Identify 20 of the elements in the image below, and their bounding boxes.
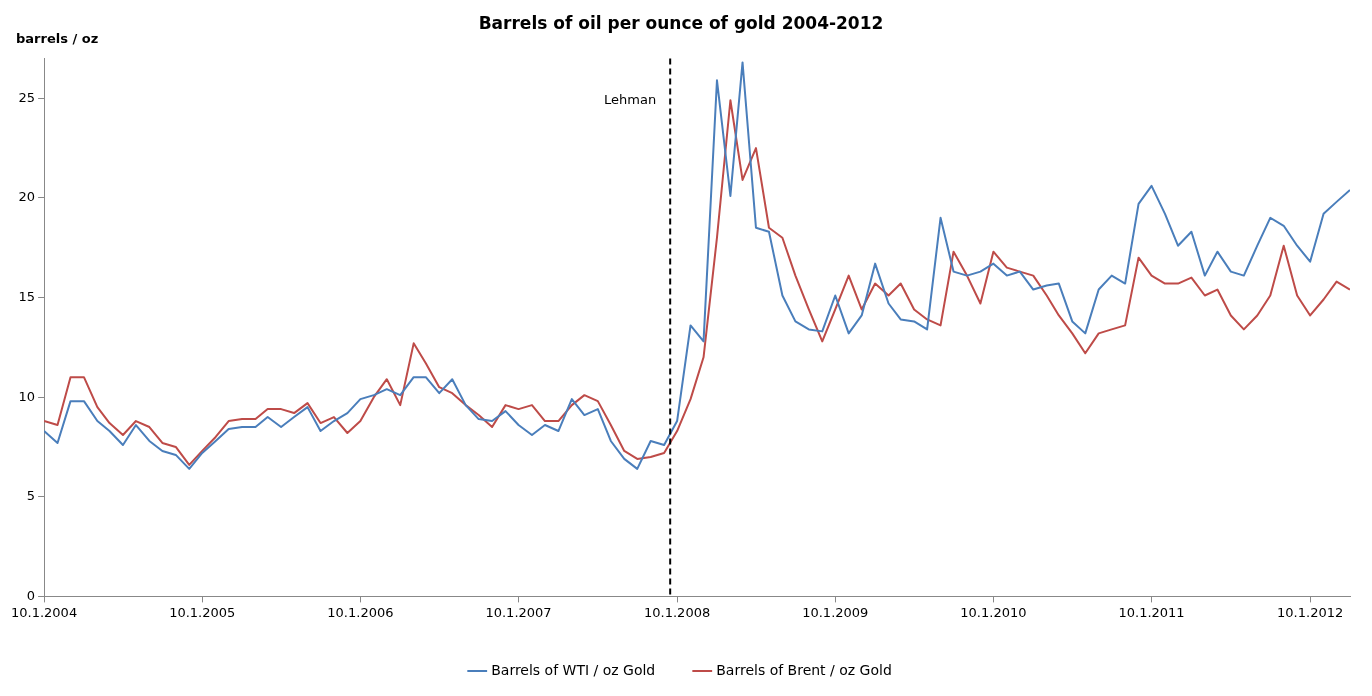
x-tick-label: 10.1.2010 xyxy=(960,604,1027,620)
x-tick-label: 10.1.2004 xyxy=(10,604,78,620)
y-tick-label: 20 xyxy=(18,189,36,205)
ref-line-label: Lehman xyxy=(604,92,657,108)
legend-label: Barrels of Brent / oz Gold xyxy=(716,661,892,678)
y-tick-label: 10 xyxy=(18,388,36,404)
y-tick-label: 15 xyxy=(18,288,36,304)
x-tick-label: 10.1.2011 xyxy=(1118,604,1185,620)
y-tick-label: 25 xyxy=(18,89,36,105)
x-tick-label: 10.1.2012 xyxy=(1277,604,1344,620)
x-tick-label: 10.1.2007 xyxy=(485,604,552,620)
x-tick-label: 10.1.2006 xyxy=(327,604,394,620)
y-tick-label: 5 xyxy=(26,488,36,504)
y-axis-title: barrels / oz xyxy=(16,31,99,47)
legend-label: Barrels of WTI / oz Gold xyxy=(491,661,656,678)
x-tick-label: 10.1.2005 xyxy=(169,604,236,620)
y-tick-label: 0 xyxy=(26,587,36,603)
chart-title: Barrels of oil per ounce of gold 2004-2012 xyxy=(478,12,884,33)
x-tick-label: 10.1.2009 xyxy=(802,604,869,620)
x-tick-label: 10.1.2008 xyxy=(644,604,711,620)
